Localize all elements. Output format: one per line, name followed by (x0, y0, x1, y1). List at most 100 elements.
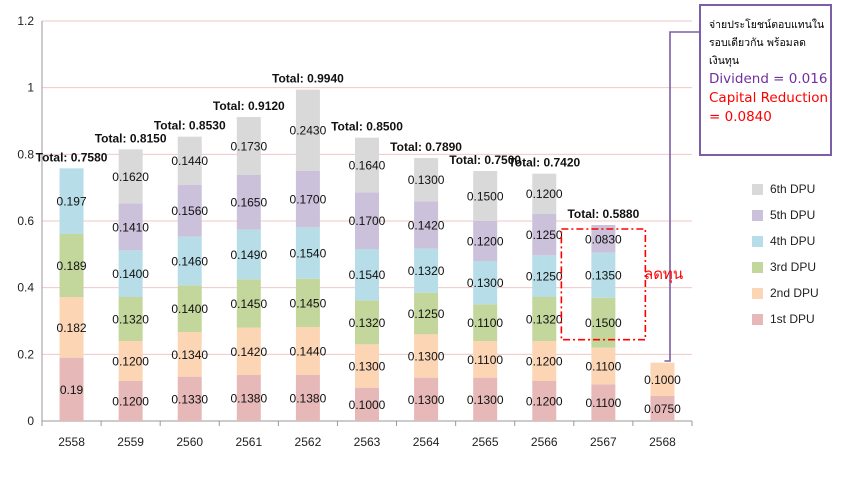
legend-label: 5th DPU (770, 208, 816, 222)
x-tick-label: 2558 (58, 435, 85, 449)
segment-value-label: 0.1320 (349, 316, 386, 330)
x-tick-label: 2562 (295, 435, 322, 449)
x-tick-label: 2568 (649, 435, 676, 449)
legend-label: 3rd DPU (770, 260, 817, 274)
bar-segment-1st-dpu (118, 381, 143, 421)
capital-cut-label: ลดทุน (644, 265, 684, 283)
bar-segment-5th-dpu (118, 203, 143, 251)
segment-value-label: 0.1400 (112, 267, 149, 281)
bar-segment-1st-dpu (295, 375, 320, 421)
segment-value-label: 0.1100 (585, 360, 621, 374)
total-label: Total: 0.8150 (95, 131, 167, 145)
legend-item: 2nd DPU (752, 280, 819, 306)
segment-value-label: 0.197 (57, 195, 87, 209)
y-tick-label: 1 (27, 81, 34, 95)
total-label: Total: 0.8500 (331, 120, 403, 134)
legend-swatch (752, 209, 763, 221)
y-tick-label: 0 (27, 414, 34, 428)
segment-value-label: 0.1540 (349, 268, 386, 282)
bars (59, 89, 675, 421)
bar-segment-6th-dpu (532, 173, 557, 214)
segment-value-label: 0.1300 (408, 173, 445, 187)
legend-item: 3rd DPU (752, 254, 819, 280)
segment-value-label: 0.182 (57, 321, 87, 335)
segment-value-label: 0.1330 (171, 392, 208, 406)
annotation-dividend: Dividend = 0.016 (709, 71, 828, 87)
segment-value-label: 0.1200 (467, 235, 504, 249)
bar-segment-1st-dpu (59, 357, 84, 421)
y-tick-label: 0.8 (17, 147, 34, 161)
total-label: Total: 0.7500 (449, 153, 521, 167)
segment-value-label: 0.1300 (467, 393, 504, 407)
bar-segment-3rd-dpu (532, 297, 557, 341)
bar-segment-2nd-dpu (236, 327, 261, 375)
bar-segment-2nd-dpu (295, 327, 320, 375)
bar-segment-2nd-dpu (59, 297, 84, 358)
segment-value-label: 0.1700 (349, 214, 386, 228)
bar-segment-3rd-dpu (473, 304, 498, 341)
segment-value-label: 0.1100 (467, 353, 503, 367)
legend-swatch (752, 183, 763, 195)
segment-value-label: 0.1490 (230, 248, 267, 262)
bar-segment-2nd-dpu (177, 332, 202, 377)
segment-value-label: 0.19 (60, 383, 84, 397)
segment-value-label: 0.1450 (290, 296, 327, 310)
bar-segment-2nd-dpu (355, 344, 379, 388)
bar-segment-6th-dpu (177, 136, 202, 185)
bar-segment-6th-dpu (295, 89, 320, 171)
segment-value-label: 0.1640 (349, 159, 386, 173)
segment-value-label: 0.1350 (585, 269, 622, 283)
legend-item: 1st DPU (752, 306, 819, 332)
bar-segment-4th-dpu (473, 261, 498, 305)
bar-segment-1st-dpu (532, 381, 557, 421)
bar-segment-3rd-dpu (59, 234, 84, 297)
total-label: Total: 0.8530 (154, 119, 226, 133)
legend-swatch (752, 235, 763, 247)
legend-swatch (752, 313, 763, 325)
bar-segment-5th-dpu (295, 170, 320, 228)
segment-value-label: 0.1400 (171, 302, 208, 316)
legend-swatch (752, 287, 763, 299)
segment-value-label: 0.1410 (112, 220, 149, 234)
segment-value-label: 0.1700 (290, 193, 327, 207)
segment-value-label: 0.1100 (585, 396, 621, 410)
y-tick-label: 0.6 (17, 214, 34, 228)
data-labels: 0.19 0.182 0.189 0.197 Total: 0.7580 0.1200 0.… (36, 72, 681, 416)
legend-label: 4th DPU (770, 234, 816, 248)
capital-reduction-highlight-box (560, 228, 647, 341)
segment-value-label: 0.1300 (349, 360, 386, 374)
bar-segment-1st-dpu (355, 387, 379, 421)
bar-segment-6th-dpu (355, 137, 379, 193)
bar-segment-1st-dpu (591, 384, 616, 421)
segment-value-label: 0.1460 (171, 255, 208, 269)
bar-segment-4th-dpu (295, 227, 320, 279)
y-tick-label: 0.4 (17, 281, 34, 295)
x-tick-label: 2563 (354, 435, 381, 449)
segment-value-label: 0.0830 (585, 232, 622, 246)
legend-item: 5th DPU (752, 202, 819, 228)
bar-segment-6th-dpu (118, 149, 143, 204)
bar-segment-2nd-dpu (650, 362, 675, 396)
chart-legend: 6th DPU 5th DPU 4th DPU 3rd DPU 2nd DPU 1st D… (752, 176, 819, 332)
x-tick-label: 2564 (413, 435, 440, 449)
bar-segment-3rd-dpu (236, 279, 261, 328)
bar-segment-2nd-dpu (118, 341, 143, 381)
bar-segment-5th-dpu (532, 213, 557, 256)
bar-segment-5th-dpu (236, 174, 261, 230)
legend-item: 4th DPU (752, 228, 819, 254)
y-tick-label: 0.2 (17, 347, 34, 361)
segment-value-label: 0.1620 (112, 170, 149, 184)
segment-value-label: 0.1300 (408, 350, 445, 364)
segment-value-label: 0.1200 (526, 395, 563, 409)
segment-value-label: 0.1450 (230, 297, 267, 311)
bar-segment-6th-dpu (236, 117, 261, 175)
segment-value-label: 0.1380 (230, 392, 267, 406)
annotation-overlay (560, 31, 699, 362)
bar-segment-1st-dpu (650, 396, 675, 421)
bar-segment-3rd-dpu (414, 292, 439, 335)
bar-segment-4th-dpu (355, 249, 379, 301)
x-tick-label: 2565 (472, 435, 499, 449)
segment-value-label: 0.1320 (408, 264, 445, 278)
legend-item: 6th DPU (752, 176, 819, 202)
